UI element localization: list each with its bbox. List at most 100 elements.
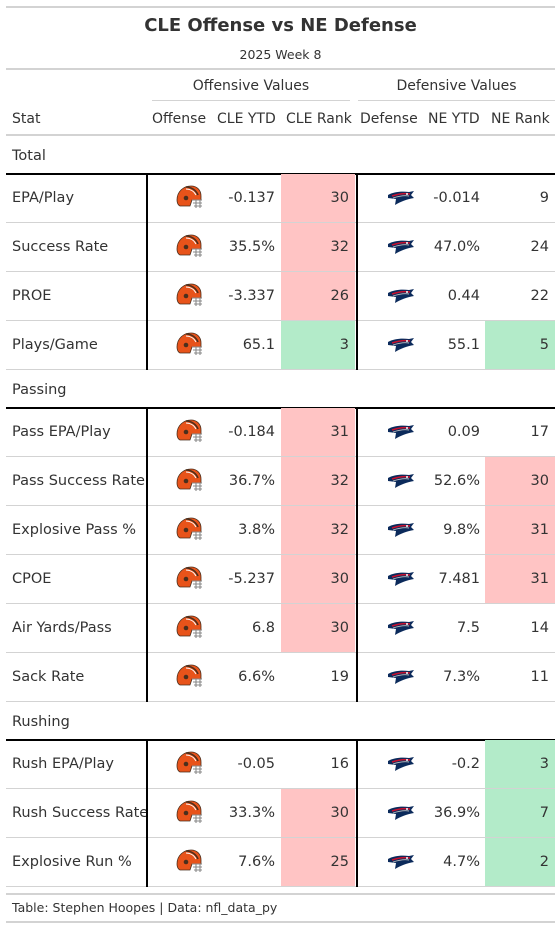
def-ytd-value: 55.1 (447, 337, 480, 353)
cleveland-browns-helmet-icon (166, 408, 212, 456)
header-top-border (6, 68, 555, 70)
spanner-offensive-line (152, 100, 350, 101)
def-rank-value: 2 (539, 854, 549, 870)
table-row: Air Yards/Pass 6.8 30 7.5 14 (6, 604, 555, 653)
cleveland-browns-helmet-icon (166, 740, 212, 788)
group-label-rushing: Rushing (12, 714, 70, 730)
new-england-patriots-logo-icon (378, 223, 424, 271)
def-rank-value: 31 (530, 522, 549, 538)
off-rank-highlight (281, 555, 355, 603)
group-top-border (6, 173, 555, 175)
off-rank-value: 26 (330, 288, 349, 304)
new-england-patriots-logo-icon (378, 321, 424, 369)
new-england-patriots-logo-icon (378, 506, 424, 554)
off-rank-highlight (281, 321, 355, 369)
def-ytd-value: 0.09 (447, 424, 480, 440)
new-england-patriots-logo-icon (378, 789, 424, 837)
cleveland-browns-helmet-icon (166, 653, 212, 701)
offense-column-separator (146, 407, 148, 702)
stat-label: Air Yards/Pass (12, 620, 112, 636)
def-rank-highlight (485, 321, 555, 369)
def-rank-highlight (485, 506, 555, 554)
table-row: Sack Rate 6.6% 19 7.3% 11 (6, 653, 555, 702)
col-header-defense: Defense (360, 111, 418, 127)
def-rank-value: 7 (539, 805, 549, 821)
stat-label: EPA/Play (12, 190, 75, 206)
cleveland-browns-helmet-icon (166, 838, 212, 886)
new-england-patriots-logo-icon (378, 272, 424, 320)
off-rank-highlight (281, 457, 355, 505)
col-header-def-ytd: NE YTD (428, 111, 480, 127)
new-england-patriots-logo-icon (378, 604, 424, 652)
new-england-patriots-logo-icon (378, 555, 424, 603)
off-rank-value: 16 (330, 756, 349, 772)
stat-label: Sack Rate (12, 669, 85, 685)
off-rank-value: 32 (330, 473, 349, 489)
cleveland-browns-helmet-icon (166, 555, 212, 603)
col-header-stat: Stat (12, 111, 41, 127)
off-rank-value: 30 (330, 571, 349, 587)
off-rank-highlight (281, 272, 355, 320)
off-rank-value: 25 (330, 854, 349, 870)
table-row: Rush Success Rate 33.3% 30 36.9% 7 (6, 789, 555, 838)
group-top-border (6, 739, 555, 741)
spanner-offensive-values: Offensive Values (192, 78, 310, 94)
def-ytd-value: 4.7% (443, 854, 480, 870)
off-rank-highlight (281, 604, 355, 652)
off-ytd-value: 6.6% (238, 669, 275, 685)
cleveland-browns-helmet-icon (166, 174, 212, 222)
off-rank-value: 19 (330, 669, 349, 685)
new-england-patriots-logo-icon (378, 457, 424, 505)
row-divider (6, 886, 555, 887)
new-england-patriots-logo-icon (378, 653, 424, 701)
off-rank-value: 30 (330, 190, 349, 206)
def-ytd-value: -0.2 (451, 756, 480, 772)
off-rank-highlight (281, 223, 355, 271)
table-row: Explosive Pass % 3.8% 32 9.8% 31 (6, 506, 555, 555)
row-divider (6, 320, 555, 321)
def-ytd-value: 7.5 (456, 620, 480, 636)
cleveland-browns-helmet-icon (166, 604, 212, 652)
table-subtitle: 2025 Week 8 (239, 47, 322, 62)
def-rank-value: 17 (530, 424, 549, 440)
stat-label: Explosive Run % (12, 854, 132, 870)
off-rank-value: 30 (330, 805, 349, 821)
spanner-defensive-line (358, 100, 555, 101)
stat-label: Explosive Pass % (12, 522, 137, 538)
table-row: EPA/Play -0.137 30 -0.014 9 (6, 174, 555, 223)
cleveland-browns-helmet-icon (166, 223, 212, 271)
col-header-offense: Offense (152, 111, 207, 127)
stat-label: CPOE (12, 571, 52, 587)
def-ytd-value: 36.9% (433, 805, 480, 821)
footer-top-border (6, 893, 555, 895)
off-rank-highlight (281, 506, 355, 554)
row-divider (6, 222, 555, 223)
row-divider (6, 788, 555, 789)
defense-column-separator (356, 173, 358, 370)
def-ytd-value: 7.3% (443, 669, 480, 685)
off-rank-highlight (281, 789, 355, 837)
row-divider (6, 701, 555, 702)
off-ytd-value: -0.184 (228, 424, 275, 440)
col-header-def-rank: NE Rank (491, 111, 550, 127)
def-ytd-value: 47.0% (433, 239, 480, 255)
off-ytd-value: 35.5% (228, 239, 275, 255)
off-rank-highlight (281, 408, 355, 456)
def-rank-highlight (485, 838, 555, 886)
row-divider (6, 505, 555, 506)
row-divider (6, 603, 555, 604)
off-ytd-value: 33.3% (228, 805, 275, 821)
stat-label: Pass EPA/Play (12, 424, 111, 440)
cleveland-browns-helmet-icon (166, 506, 212, 554)
new-england-patriots-logo-icon (378, 174, 424, 222)
def-rank-value: 14 (530, 620, 549, 636)
off-ytd-value: -0.05 (237, 756, 275, 772)
stat-label: Rush Success Rate (12, 805, 149, 821)
def-rank-highlight (485, 555, 555, 603)
stat-label: Success Rate (12, 239, 109, 255)
offense-column-separator (146, 739, 148, 887)
spanner-defensive-values: Defensive Values (396, 78, 517, 94)
def-rank-highlight (485, 740, 555, 788)
off-ytd-value: 6.8 (251, 620, 275, 636)
off-rank-value: 31 (330, 424, 349, 440)
